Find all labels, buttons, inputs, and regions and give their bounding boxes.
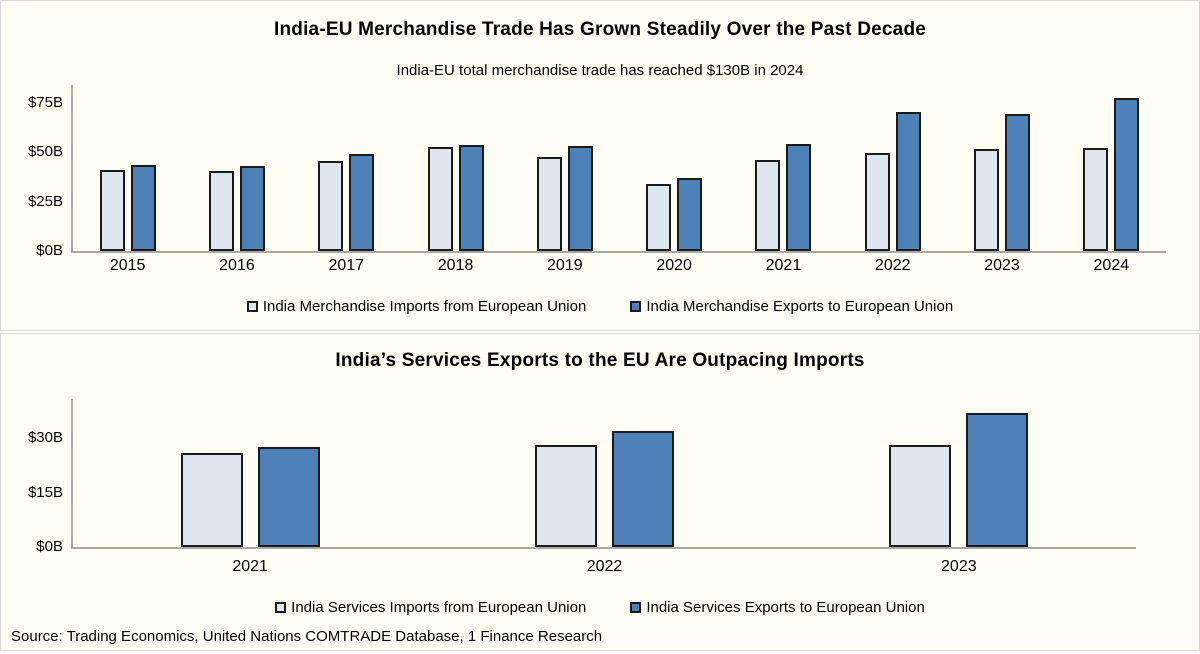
imports-bar-2022: [864, 153, 890, 251]
exports-bar-2019: [567, 146, 593, 251]
imports-bar-2021: [180, 453, 243, 547]
legend-label-merchandise-imports: India Merchandise Imports from European …: [262, 298, 587, 315]
x-tick-label: 2019: [547, 257, 583, 274]
bar-group-2022: 2022: [534, 431, 674, 575]
legend-item-services-exports: India Services Exports to European Union: [630, 599, 925, 616]
source-attribution: Source: Trading Economics, United Nation…: [11, 628, 603, 645]
exports-bar-2018: [458, 145, 484, 251]
imports-bar-2024: [1083, 148, 1109, 251]
imports-bar-2020: [646, 184, 672, 251]
bar-group-2023: 2023: [889, 413, 1029, 575]
merchandise-trade-chart-panel: India-EU Merchandise Trade Has Grown Ste…: [0, 0, 1200, 331]
x-tick-label: 2023: [941, 558, 977, 575]
x-tick-label: 2017: [328, 257, 365, 274]
merchandise-chart-plot-area: 2015 2016 2017 2018 2019 2020 2021 2022 2023 2024: [71, 85, 1166, 274]
x-tick-label: 2023: [984, 257, 1020, 274]
y-tick-label: $0B: [36, 538, 63, 555]
bar-group-2017: 2017: [318, 154, 375, 274]
bar-group-2021: 2021: [180, 447, 320, 575]
exports-bar-2017: [349, 154, 375, 251]
x-tick-label: 2020: [656, 257, 692, 274]
x-tick-label: 2018: [437, 257, 474, 274]
imports-bar-2015: [99, 170, 125, 251]
x-tick-label: 2022: [586, 558, 623, 575]
exports-bar-2020: [677, 178, 703, 251]
y-tick-label: $30B: [27, 429, 63, 446]
y-tick-label: $25B: [27, 192, 63, 210]
legend-label-merchandise-exports: India Merchandise Exports to European Un…: [646, 298, 954, 315]
x-tick-label: 2021: [765, 257, 802, 274]
x-tick-label: 2021: [232, 558, 268, 575]
bar-group-2024: 2024: [1083, 98, 1140, 274]
bar-group-2018: 2018: [427, 145, 484, 274]
legend-item-services-imports: India Services Imports from European Uni…: [275, 599, 586, 616]
exports-bar-2023: [966, 413, 1029, 547]
exports-bar-2021: [786, 144, 812, 251]
x-tick-label: 2022: [874, 257, 911, 274]
legend-label-services-exports: India Services Exports to European Union: [646, 599, 925, 616]
imports-bar-2022: [534, 445, 597, 547]
y-tick-label: $75B: [27, 93, 63, 111]
merchandise-chart-legend: India Merchandise Imports from European …: [1, 298, 1199, 315]
exports-bar-2022: [611, 431, 674, 547]
imports-bar-2016: [208, 171, 234, 251]
x-tick-label: 2016: [219, 257, 255, 274]
bar-group-2022: 2022: [864, 112, 921, 274]
services-chart-title: India’s Services Exports to the EU Are O…: [335, 350, 865, 371]
legend-label-services-imports: India Services Imports from European Uni…: [291, 599, 587, 616]
legend-item-merchandise-exports: India Merchandise Exports to European Un…: [630, 298, 953, 315]
imports-bar-2021: [755, 160, 781, 251]
legend-item-merchandise-imports: India Merchandise Imports from European …: [246, 298, 587, 315]
exports-bar-2021: [257, 447, 320, 547]
merchandise-chart-title: India-EU Merchandise Trade Has Grown Ste…: [273, 19, 927, 40]
x-tick-label: 2024: [1093, 257, 1130, 274]
bar-group-2020: 2020: [646, 178, 703, 274]
imports-swatch-icon: [246, 301, 258, 312]
services-trade-chart-panel: India’s Services Exports to the EU Are O…: [0, 333, 1200, 651]
services-chart-legend: India Services Imports from European Uni…: [1, 599, 1199, 616]
imports-bar-2023: [889, 445, 952, 547]
exports-bar-2022: [895, 112, 921, 251]
exports-swatch-icon: [630, 301, 642, 312]
imports-bar-2017: [318, 161, 344, 251]
bar-group-2019: 2019: [536, 146, 593, 274]
x-tick-label: 2015: [109, 257, 146, 274]
exports-bar-2023: [1005, 114, 1031, 251]
imports-bar-2019: [536, 157, 562, 251]
bar-group-2016: 2016: [208, 166, 265, 274]
services-chart-plot-area: 2021 2022 2023: [71, 399, 1136, 575]
y-tick-label: $0B: [36, 242, 63, 259]
imports-swatch-icon: [275, 602, 287, 613]
imports-bar-2018: [427, 147, 453, 251]
y-tick-label: $50B: [27, 143, 63, 160]
bar-group-2021: 2021: [755, 144, 812, 274]
exports-bar-2024: [1114, 98, 1140, 251]
imports-bar-2023: [974, 149, 1000, 251]
y-tick-label: $15B: [27, 483, 63, 501]
bar-group-2015: 2015: [99, 165, 156, 274]
exports-bar-2016: [239, 166, 265, 251]
exports-swatch-icon: [630, 602, 642, 613]
bar-group-2023: 2023: [974, 114, 1031, 274]
exports-bar-2015: [130, 165, 156, 251]
merchandise-chart-subtitle: India-EU total merchandise trade has rea…: [396, 62, 804, 79]
